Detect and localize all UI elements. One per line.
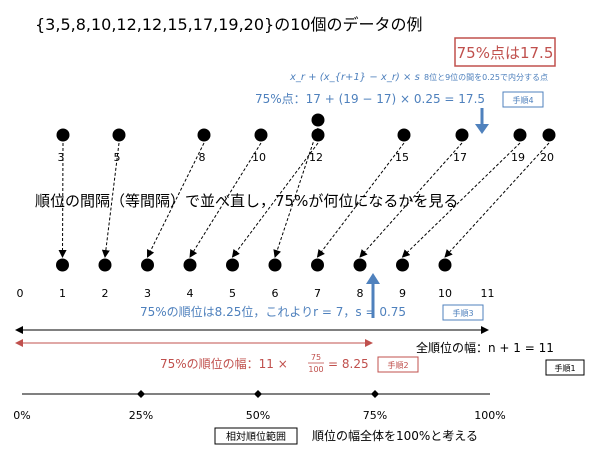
rank-point-2 [98,258,112,272]
blue-up-arrowhead [366,273,380,284]
data-point-3 [197,128,211,142]
data-point-2 [112,128,126,142]
step2-label: 手順2 [387,360,408,370]
step3-label: 手順3 [452,308,473,318]
rank-point-1 [56,258,69,272]
percent-label: 25% [129,409,153,422]
rank-points: 0 1 2 3 4 5 6 7 8 9 10 11 [17,258,495,300]
data-value-label: 19 [511,151,525,164]
data-point-4 [254,128,268,142]
rank-label: 7 [314,287,321,300]
rank-point-10 [438,258,452,272]
step3-box [442,304,484,321]
connector-10 [444,142,550,258]
data-point-5 [311,128,325,142]
percent-label: 0% [13,409,30,422]
rank-point-9 [396,258,409,272]
connector-1 [58,142,67,258]
rank-point-4 [183,258,197,272]
data-point-8 [455,128,469,142]
step2-box [377,356,419,373]
percent-marker [137,390,145,398]
connector-5 [231,142,319,258]
data-point-9 [513,128,527,142]
interp-note: 8位と9位の間を0.25で内分する点 [424,72,548,82]
rank-point-6 [268,258,282,272]
rank-label: 6 [272,287,279,300]
data-value-label: 5 [114,151,121,164]
general-formula: x_r + (x_{r+1} − x_r) × s [289,72,420,83]
connector-4 [189,142,262,258]
data-point-6 [311,113,325,127]
frac-num: 75 [311,353,321,362]
result-box-text: 75%点は17.5 [457,44,554,62]
width75-prefix: 75%の順位の幅：11 × [160,356,288,371]
step4-label: 手順4 [512,95,533,105]
rank-label: 0 [17,287,24,300]
percent-label: 100% [474,409,505,422]
rank-label: 11 [481,287,495,300]
rank-label: 4 [187,287,194,300]
data-value-label: 10 [252,151,266,164]
footer-text: 順位の幅全体を100%と考える [312,428,478,443]
width75-suffix: = 8.25 [328,357,369,371]
percent-label: 75% [363,409,387,422]
rank-text: 75%の順位は8.25位，これよりr = 7，s = 0.75 [140,304,406,319]
data-value-label: 3 [58,151,65,164]
dashed-connectors [58,127,550,258]
connector-7 [316,142,405,258]
percent-label: 50% [246,409,270,422]
step1-box [545,359,585,376]
middle-text: 順位の間隔（等間隔）で並べ直し，75%が何位になるかを見る [35,192,458,210]
rank-point-7 [311,258,324,272]
blue-down-arrowhead [475,124,489,134]
top-data-points: 3 5 8 10 12 15 17 19 20 [56,113,556,164]
rank-label: 10 [438,287,452,300]
data-value-label: 20 [540,151,554,164]
data-point-7 [397,128,411,142]
rank-label: 2 [102,287,109,300]
rank-point-8 [353,258,367,272]
frac-den: 100 [308,365,323,374]
connector-3 [147,142,205,258]
data-value-label: 17 [453,151,467,164]
relative-range-label: 相対順位範囲 [226,430,286,443]
step4-box [502,91,544,108]
rank-label: 3 [144,287,151,300]
main-formula: 75%点：17 + (19 − 17) × 0.25 = 17.5 [255,92,485,106]
connector-6 [273,127,319,258]
step1-label: 手順1 [554,363,575,373]
rank-label: 1 [59,287,66,300]
data-point-1 [56,128,70,142]
connector-9 [401,142,521,258]
connector-2 [101,142,120,258]
data-value-label: 12 [309,151,323,164]
rank-point-3 [141,258,154,272]
percent-ticks: 0% 25% 50% 75% 100% [13,390,506,422]
rank-label: 9 [399,287,406,300]
percent-marker [254,390,262,398]
rank-point-5 [226,258,239,272]
rank-label: 8 [357,287,364,300]
data-value-label: 15 [395,151,409,164]
connector-8 [359,142,463,258]
percent-marker [371,390,379,398]
total-width-text: 全順位の幅：n + 1 = 11 [416,340,554,355]
rank-label: 5 [229,287,236,300]
data-point-10 [542,128,556,142]
title: {3,5,8,10,12,12,15,17,19,20}の10個のデータの例 [35,15,423,34]
relative-range-box [214,427,298,445]
result-box [454,37,556,67]
data-value-label: 8 [199,151,206,164]
